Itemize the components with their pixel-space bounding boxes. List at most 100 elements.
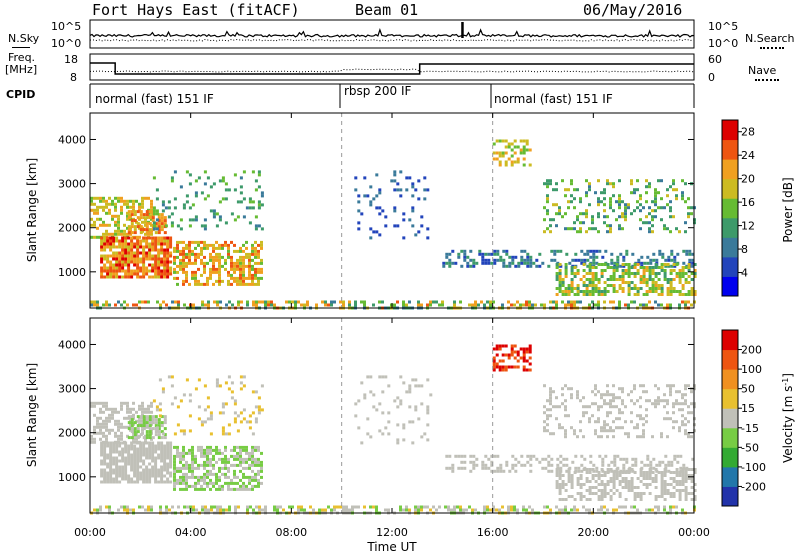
- power-cell: [90, 223, 93, 227]
- power-cell: [549, 230, 552, 234]
- power-cell: [106, 272, 110, 276]
- velocity-cell: [132, 407, 135, 411]
- power-cell: [163, 260, 167, 264]
- velocity-cell: [127, 450, 131, 454]
- velocity-cell: [221, 432, 225, 436]
- velocity-cell: [684, 402, 687, 406]
- power-cell: [142, 275, 146, 279]
- power-cell: [670, 258, 674, 262]
- velocity-cell: [408, 387, 412, 391]
- power-cell: [236, 267, 239, 271]
- x-tick-label: 20:00: [577, 526, 609, 539]
- velocity-cell: [613, 463, 617, 467]
- power-cell: [145, 245, 149, 249]
- power-cell: [691, 252, 695, 256]
- velocity-cell: [615, 405, 618, 409]
- power-cell: [182, 264, 185, 268]
- power-cell: [633, 209, 636, 213]
- power-cell: [553, 249, 557, 253]
- power-cell: [136, 222, 140, 226]
- power-cell: [615, 266, 619, 269]
- power-cell: [609, 266, 613, 269]
- velocity-cell: [453, 508, 456, 512]
- power-cell: [651, 272, 655, 275]
- power-cell: [127, 260, 131, 264]
- velocity-cell: [236, 429, 240, 433]
- power-cell: [257, 267, 260, 271]
- velocity-cell: [448, 466, 452, 470]
- power-cell: [136, 245, 140, 249]
- power-cell: [496, 249, 500, 253]
- velocity-cell: [684, 423, 687, 427]
- velocity-cell: [648, 399, 651, 403]
- power-cell: [502, 249, 506, 253]
- velocity-cell: [109, 474, 113, 478]
- power-cell: [451, 261, 455, 265]
- velocity-cell: [510, 350, 514, 354]
- velocity-cell: [227, 475, 230, 479]
- power-cell: [166, 236, 170, 240]
- velocity-cell: [678, 426, 681, 430]
- velocity-cell: [618, 396, 621, 400]
- power-cell: [474, 300, 477, 304]
- power-cell: [121, 251, 125, 255]
- power-cell: [690, 303, 693, 307]
- power-cell: [106, 254, 110, 258]
- power-cell: [200, 249, 203, 253]
- power-cell: [170, 176, 174, 180]
- velocity-cell: [475, 457, 479, 461]
- velocity-cell: [200, 448, 203, 452]
- power-cell: [580, 258, 584, 262]
- power-cell: [534, 303, 537, 307]
- velocity-cell: [260, 475, 263, 479]
- power-cell: [651, 269, 655, 272]
- power-cell: [687, 293, 691, 296]
- power-cell: [651, 278, 655, 281]
- power-cell: [649, 261, 653, 265]
- power-cell: [603, 188, 606, 192]
- velocity-cell: [621, 411, 624, 415]
- velocity-cell: [606, 492, 610, 495]
- power-cell: [248, 273, 251, 277]
- velocity-cell: [502, 469, 506, 473]
- power-cell: [570, 182, 573, 186]
- power-cell: [573, 197, 576, 201]
- velocity-colorbar-tick-label: -100: [741, 461, 766, 474]
- velocity-cell: [447, 508, 450, 512]
- power-cell: [664, 258, 668, 262]
- velocity-cell: [239, 487, 242, 491]
- velocity-cell: [570, 474, 574, 477]
- velocity-cell: [188, 475, 191, 479]
- power-cell: [115, 269, 119, 273]
- velocity-cell: [567, 471, 571, 474]
- velocity-cell: [579, 495, 583, 498]
- power-cell: [100, 242, 104, 246]
- power-cell: [188, 261, 191, 265]
- power-cell: [612, 300, 615, 304]
- velocity-cell: [444, 505, 447, 509]
- power-cell: [239, 185, 243, 189]
- power-cell: [136, 269, 140, 273]
- nave-label: Nave: [748, 64, 777, 77]
- power-cell: [375, 230, 379, 234]
- power-cell: [594, 303, 597, 307]
- velocity-cell: [130, 453, 134, 457]
- velocity-cell: [258, 505, 261, 509]
- velocity-cell: [103, 471, 107, 475]
- power-cell: [580, 261, 584, 265]
- power-cell: [378, 212, 382, 216]
- velocity-cell: [248, 457, 251, 461]
- velocity-cell: [160, 441, 164, 445]
- power-cell: [173, 276, 176, 280]
- velocity-cell: [642, 474, 646, 477]
- power-cell: [136, 248, 140, 252]
- velocity-cell: [154, 444, 158, 448]
- power-cell: [687, 290, 691, 293]
- velocity-cell: [145, 433, 149, 437]
- power-cell: [115, 257, 119, 261]
- power-cell: [124, 263, 128, 267]
- velocity-cell: [230, 481, 233, 485]
- power-cell: [93, 208, 96, 212]
- power-cell: [564, 275, 568, 278]
- power-cell: [507, 142, 511, 146]
